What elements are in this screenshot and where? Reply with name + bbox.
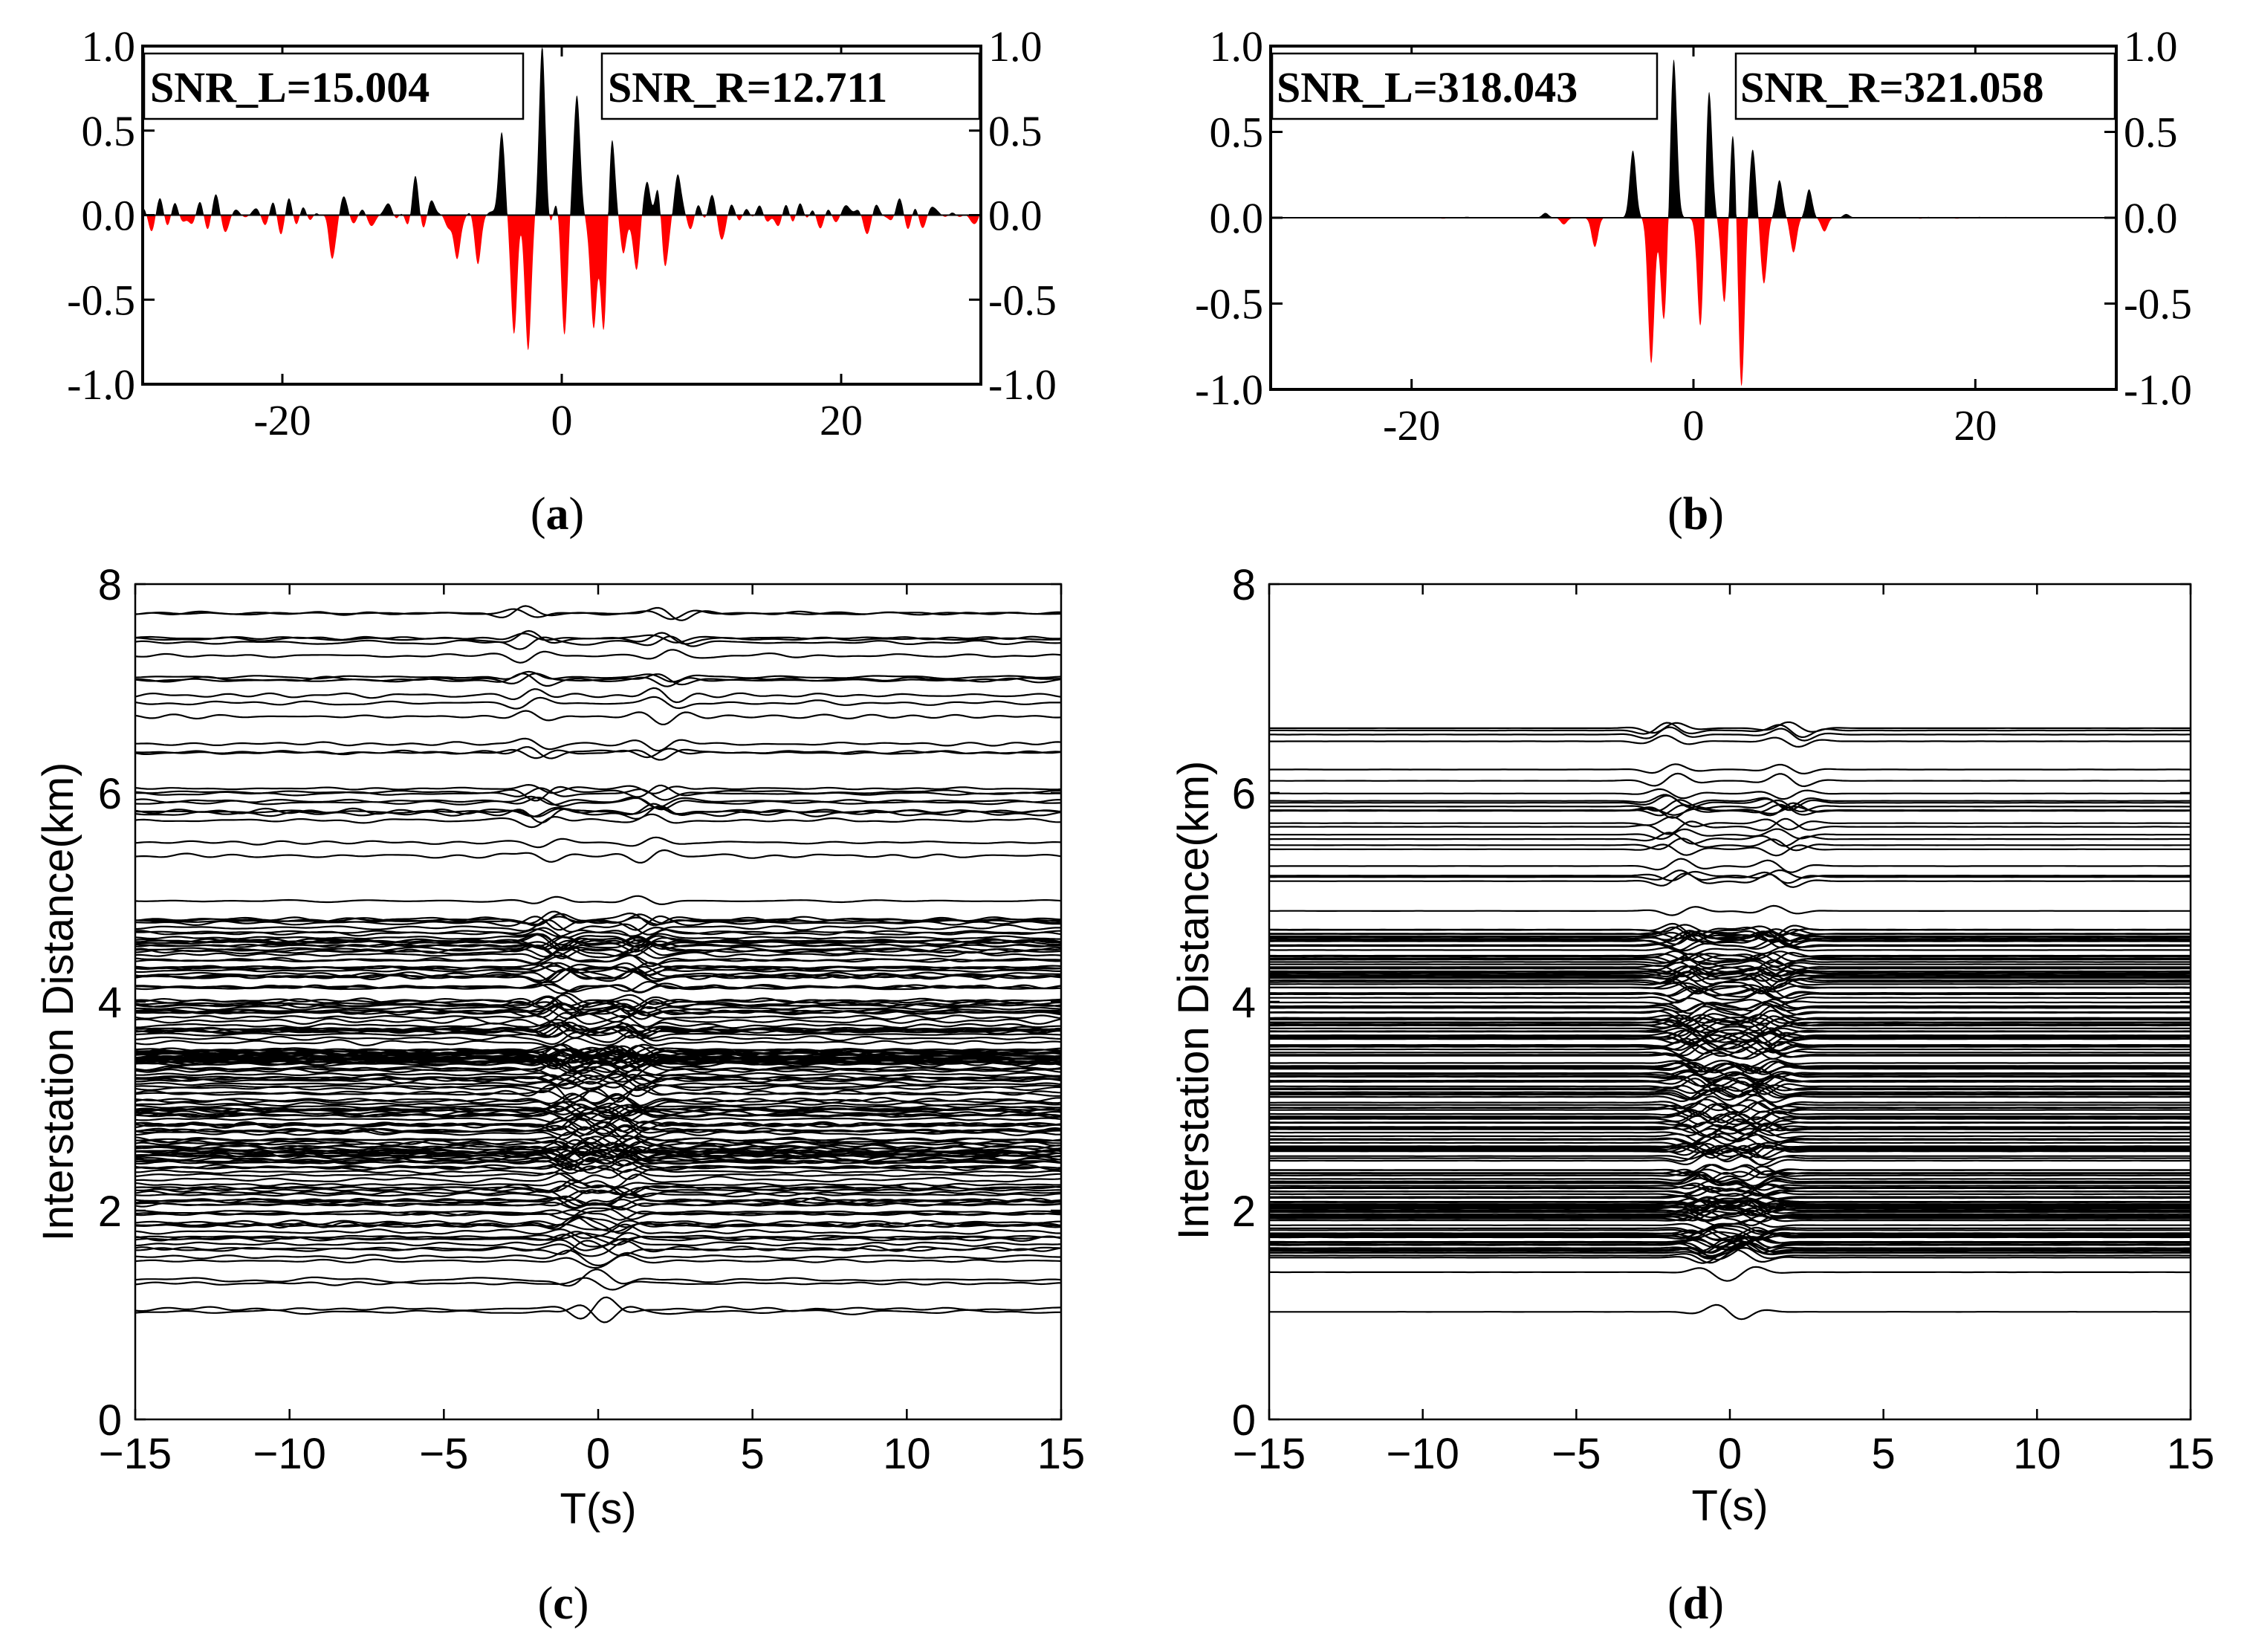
y-tick-label: 0 <box>98 1396 122 1445</box>
caption-a: (a) <box>531 489 584 540</box>
x-tick-label: 0 <box>551 396 573 444</box>
x-tick-label: −5 <box>1552 1430 1601 1478</box>
y-tick-label-right: 0.0 <box>988 192 1043 240</box>
y-tick-label: -1.0 <box>1195 366 1263 414</box>
snr-right-label-a: SNR_R=12.711 <box>608 63 887 111</box>
x-tick-label: -20 <box>253 396 311 444</box>
y-tick-label: 2 <box>1232 1188 1256 1236</box>
x-axis-c: −15 −10 −5 0 5 10 15 <box>99 584 1085 1478</box>
x-tick-label: 0 <box>586 1430 610 1478</box>
y-tick-label: -1.0 <box>67 360 135 409</box>
x-axis-d: −15 −10 −5 0 5 10 15 <box>1233 584 2214 1478</box>
x-tick-label: 20 <box>820 396 863 444</box>
snr-right-box-a <box>600 52 981 120</box>
y-tick-label: 8 <box>98 561 122 609</box>
y-tick-label: 0.0 <box>82 192 136 240</box>
y-axis-label-d: Interstation Distance(km) <box>1170 761 1218 1240</box>
snr-right-label-b: SNR_R=321.058 <box>1740 63 2043 111</box>
y-tick-label: 1.0 <box>1210 22 1264 71</box>
y-tick-label-right: 1.0 <box>2124 22 2178 71</box>
x-tick-label: 15 <box>1037 1430 1086 1478</box>
x-tick-label: −15 <box>99 1430 172 1478</box>
y-tick-label-right: 0.5 <box>988 107 1043 155</box>
panel-b: 1.0 1.0 0.5 0.5 0.0 0.0 -0.5 -0.5 -1.0 -1.0 -20 0 2… <box>1195 22 2192 540</box>
x-tick-label: −10 <box>1386 1430 1459 1478</box>
y-tick-label: 0.5 <box>1210 108 1264 157</box>
y-axis-b: 1.0 1.0 0.5 0.5 0.0 0.0 -0.5 -0.5 -1.0 -1.0 <box>1195 22 2192 414</box>
x-tick-label: 0 <box>1683 401 1705 450</box>
x-axis-label-d: T(s) <box>1691 1482 1768 1530</box>
x-tick-label: 5 <box>1872 1430 1896 1478</box>
traces-c <box>134 605 1062 1324</box>
y-tick-label-right: -0.5 <box>988 276 1057 324</box>
y-tick-label: 0.0 <box>1210 194 1264 242</box>
snr-left-label-b: SNR_L=318.043 <box>1277 63 1578 111</box>
x-tick-label: 10 <box>883 1430 931 1478</box>
x-tick-label: 20 <box>1954 401 1997 450</box>
y-tick-label: -0.5 <box>67 276 135 324</box>
y-tick-label: -0.5 <box>1195 280 1263 328</box>
y-tick-label-right: -1.0 <box>988 360 1057 409</box>
snr-left-box-b <box>1271 52 1659 120</box>
caption-c: (c) <box>538 1578 589 1629</box>
x-tick-label: −15 <box>1233 1430 1306 1478</box>
snr-left-box-a <box>143 52 525 120</box>
snr-right-box-b <box>1734 52 2116 120</box>
panel-a: 1.0 1.0 0.5 0.5 0.0 0.0 -0.5 -0.5 -1.0 -1.0 -20 0 2… <box>67 22 1057 540</box>
traces-d <box>1268 721 2191 1321</box>
y-tick-label-right: -1.0 <box>2124 366 2192 414</box>
panel-c: 0 2 4 6 8 −15 −10 −5 0 5 10 15 T(s) Interstation D… <box>34 561 1085 1629</box>
x-axis-label-c: T(s) <box>560 1485 636 1533</box>
x-axis-b: -20 0 20 <box>1383 46 1997 450</box>
y-axis-a: 1.0 1.0 0.5 0.5 0.0 0.0 -0.5 -0.5 -1.0 -1.0 <box>67 22 1057 409</box>
panel-d: 0 2 4 6 8 −15 −10 −5 0 5 10 15 T(s) Interstation D… <box>1170 561 2214 1629</box>
y-tick-label: 0 <box>1232 1396 1256 1445</box>
y-tick-label: 0.5 <box>82 107 136 155</box>
y-tick-label: 4 <box>1232 979 1256 1027</box>
y-tick-label: 6 <box>1232 770 1256 818</box>
y-tick-label: 8 <box>1232 561 1256 609</box>
y-tick-label-right: 1.0 <box>988 22 1043 71</box>
y-tick-label: 2 <box>98 1188 122 1236</box>
negative-fill-a <box>143 215 981 351</box>
y-tick-label-right: 0.5 <box>2124 108 2178 157</box>
x-tick-label: −5 <box>419 1430 468 1478</box>
y-tick-label-right: 0.0 <box>2124 194 2178 242</box>
y-axis-c: 0 2 4 6 8 <box>98 561 1061 1445</box>
y-tick-label: 1.0 <box>82 22 136 71</box>
x-tick-label: 10 <box>2013 1430 2061 1478</box>
x-axis-a: -20 0 20 <box>253 46 863 444</box>
y-tick-label-right: -0.5 <box>2124 280 2192 328</box>
x-tick-label: 15 <box>2167 1430 2215 1478</box>
y-axis-label-c: Interstation Distance(km) <box>34 762 82 1242</box>
snr-left-label-a: SNR_L=15.004 <box>150 63 429 111</box>
x-tick-label: −10 <box>253 1430 325 1478</box>
x-tick-label: -20 <box>1383 401 1440 450</box>
y-axis-d: 0 2 4 6 8 <box>1232 561 2191 1445</box>
y-tick-label: 6 <box>98 770 122 818</box>
caption-d: (d) <box>1667 1578 1724 1629</box>
x-tick-label: 5 <box>741 1430 765 1478</box>
caption-b: (b) <box>1667 489 1724 540</box>
y-tick-label: 4 <box>98 979 122 1027</box>
x-tick-label: 0 <box>1718 1430 1742 1478</box>
